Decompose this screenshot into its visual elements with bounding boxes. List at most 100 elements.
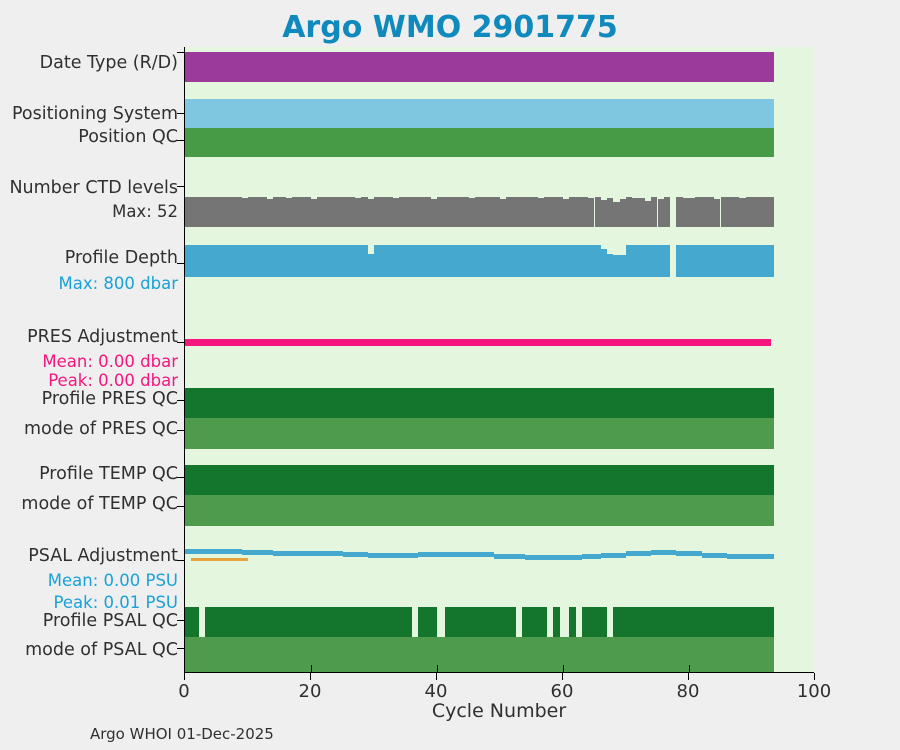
ctd-levels-bar [241, 198, 248, 227]
ctd-levels-bar [292, 197, 311, 227]
profile-depth-bar [626, 245, 633, 277]
profile-depth-bar [380, 245, 601, 277]
x-tick-mark [688, 673, 690, 680]
ytick-pres-adjustment [177, 342, 184, 344]
profile-depth-bar [613, 255, 626, 277]
ylabel-pres-adjustment: PRES Adjustment [27, 327, 178, 347]
profile-depth-bar [675, 245, 775, 277]
ylabel-profile-temp-qc: Profile TEMP QC [39, 464, 178, 484]
ctd-levels-bar [720, 197, 740, 227]
ctd-levels-bar [682, 198, 696, 227]
ytick-profile-pres-qc [177, 400, 184, 402]
profile-depth-bar [607, 254, 614, 277]
profile-depth-bar [374, 245, 381, 277]
ctd-levels-bar [563, 199, 570, 227]
profile-depth-bar [185, 245, 368, 277]
ylabel-pres-adj-mean: Mean: 0.00 dbar [42, 352, 178, 371]
series-mode-pres-qc [185, 418, 775, 449]
ytick-mode-temp-qc [177, 506, 184, 508]
series-date-type [185, 52, 775, 82]
x-tick-mark [562, 673, 564, 680]
page-title: Argo WMO 2901775 [282, 10, 618, 45]
ctd-levels-bar [644, 201, 652, 227]
psal-adjustment-mean-segment [342, 552, 368, 557]
ctd-levels-bar [374, 197, 393, 227]
psal-adjustment-mean-segment [626, 551, 652, 556]
psal-adjustment-mean-segment [418, 552, 463, 557]
ytick-profile-psal-qc [177, 620, 184, 622]
profile-psal-qc-segment [205, 607, 412, 637]
psal-adjustment-mean-segment [210, 549, 242, 554]
ylabel-profile-pres-qc: Profile PRES QC [41, 389, 178, 409]
series-mode-psal-qc [185, 637, 775, 672]
ctd-levels-bar [594, 197, 601, 227]
psal-adjustment-mean-segment [581, 554, 601, 559]
ytick-profile-temp-qc [177, 477, 184, 479]
ctd-levels-bar [657, 199, 664, 227]
psal-adjustment-mean-segment [600, 553, 626, 558]
chart-series-layer [185, 47, 814, 672]
ytick-mode-pres-qc [177, 430, 184, 432]
ctd-levels-bar [311, 199, 318, 227]
x-tick-label: 20 [298, 681, 322, 702]
x-tick-label: 40 [424, 681, 448, 702]
ctd-levels-bar [185, 197, 242, 227]
ctd-levels-bar [468, 198, 475, 227]
ctd-levels-bar [317, 197, 356, 227]
ylabel-ctd-levels: Number CTD levels [9, 178, 178, 198]
ylabel-psal-adjustment: PSAL Adjustment [28, 546, 178, 566]
psal-adjustment-mean-segment [676, 551, 702, 556]
ctd-levels-bar [626, 197, 633, 227]
ctd-levels-bar [361, 197, 368, 227]
ytick-psal-adjustment [177, 560, 184, 562]
series-position-qc [185, 128, 775, 157]
ylabel-profile-depth: Profile Depth [64, 248, 178, 268]
psal-adjustment-mean-segment [651, 550, 677, 555]
ylabel-psal-adj-mean: Mean: 0.00 PSU [47, 571, 178, 590]
profile-psal-qc-segment [185, 607, 199, 637]
profile-psal-qc-segment [613, 607, 775, 637]
ctd-levels-bar [392, 198, 400, 227]
x-tick-mark [436, 673, 438, 680]
ctd-levels-bar [588, 198, 595, 227]
x-tick-label: 80 [676, 681, 700, 702]
profile-depth-bar [600, 249, 608, 277]
profile-depth-bar [367, 254, 374, 277]
ylabel-mode-temp-qc: mode of TEMP QC [21, 494, 178, 514]
y-axis-labels: Date Type (R/D) Positioning System Posit… [0, 47, 182, 673]
psal-adjustment-mean-segment [493, 554, 526, 559]
psal-adjustment-mean-segment [525, 555, 557, 560]
psal-adjustment-peak-segment [191, 558, 248, 561]
ylabel-profile-depth-max: Max: 800 dbar [58, 274, 179, 293]
x-tick-label: 100 [796, 681, 832, 702]
ctd-levels-bar [430, 199, 437, 227]
ylabel-ctd-levels-max: Max: 52 [112, 202, 178, 221]
ylabel-position-qc: Position QC [78, 127, 178, 147]
ytick-ctd-levels [177, 186, 184, 188]
ctd-levels-bar [544, 197, 563, 227]
profile-psal-qc-segment [569, 607, 576, 637]
x-tick-mark [814, 673, 816, 680]
ctd-levels-bar [600, 200, 608, 227]
ctd-levels-bar [745, 197, 775, 227]
x-tick-inner [311, 665, 313, 672]
chart-plot-area[interactable] [184, 47, 814, 673]
psal-adjustment-mean-segment [273, 551, 311, 556]
psal-adjustment-mean-segment [185, 549, 211, 554]
series-positioning-system [185, 99, 775, 128]
profile-psal-qc-segment [418, 607, 437, 637]
ctd-levels-bar [714, 199, 721, 227]
ylabel-profile-psal-qc: Profile PSAL QC [42, 611, 178, 631]
ytick-mode-psal-qc [177, 648, 184, 650]
ctd-levels-bar [248, 197, 267, 227]
ylabel-mode-psal-qc: mode of PSAL QC [25, 640, 178, 660]
x-tick-inner [437, 665, 439, 672]
ctd-levels-bar [537, 198, 545, 227]
ylabel-pres-adj-peak: Peak: 0.00 dbar [48, 371, 178, 390]
psal-adjustment-mean-segment [726, 554, 752, 559]
ctd-levels-bar [613, 202, 620, 227]
profile-psal-qc-segment [581, 607, 608, 637]
ytick-position-qc [177, 140, 184, 142]
series-mode-temp-qc [185, 495, 775, 526]
